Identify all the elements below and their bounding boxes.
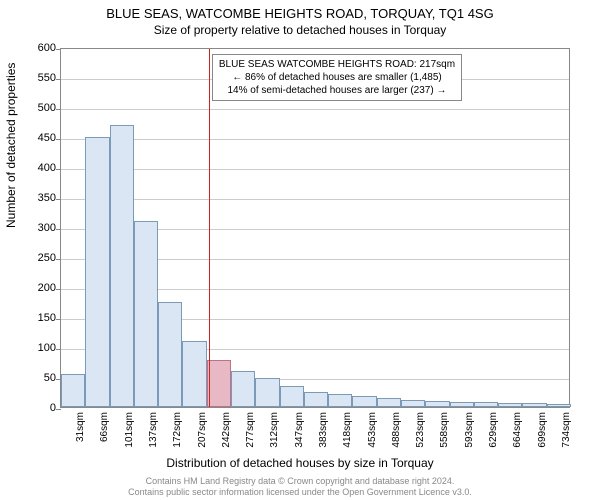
ytick-label: 0	[16, 402, 56, 414]
bar	[498, 403, 522, 407]
bar	[255, 378, 279, 407]
bar	[522, 403, 546, 407]
chart-title: BLUE SEAS, WATCOMBE HEIGHTS ROAD, TORQUA…	[0, 0, 600, 21]
ytick-label: 400	[16, 162, 56, 174]
ytick-mark	[56, 169, 61, 170]
bar	[401, 400, 425, 407]
ytick-mark	[56, 49, 61, 50]
ytick-label: 300	[16, 222, 56, 234]
ytick-label: 250	[16, 252, 56, 264]
xtick-label: 453sqm	[367, 412, 378, 462]
reference-line	[209, 49, 210, 407]
xtick-label: 242sqm	[221, 412, 232, 462]
gridline	[61, 109, 569, 110]
xtick-label: 172sqm	[172, 412, 183, 462]
annotation-line: 14% of semi-detached houses are larger (…	[219, 84, 455, 97]
plot-area	[60, 48, 570, 408]
xtick-label: 347sqm	[294, 412, 305, 462]
gridline	[61, 169, 569, 170]
bar	[352, 396, 376, 407]
ytick-mark	[56, 289, 61, 290]
bar	[110, 125, 134, 407]
xtick-label: 523sqm	[415, 412, 426, 462]
xtick-label: 699sqm	[537, 412, 548, 462]
ytick-label: 50	[16, 372, 56, 384]
xtick-label: 383sqm	[318, 412, 329, 462]
bar	[231, 371, 255, 407]
ytick-label: 550	[16, 72, 56, 84]
bar	[425, 401, 449, 407]
footer-line: Contains HM Land Registry data © Crown c…	[0, 476, 600, 487]
annotation-line: ← 86% of detached houses are smaller (1,…	[219, 71, 455, 84]
annotation-line: BLUE SEAS WATCOMBE HEIGHTS ROAD: 217sqm	[219, 58, 455, 71]
ytick-label: 450	[16, 132, 56, 144]
xtick-label: 488sqm	[391, 412, 402, 462]
xtick-label: 31sqm	[75, 412, 86, 462]
bar	[158, 302, 182, 407]
bar	[450, 402, 474, 407]
xtick-label: 664sqm	[512, 412, 523, 462]
xtick-label: 312sqm	[269, 412, 280, 462]
xtick-label: 593sqm	[464, 412, 475, 462]
xtick-label: 734sqm	[561, 412, 572, 462]
xtick-label: 418sqm	[342, 412, 353, 462]
bar	[85, 137, 109, 407]
bar	[547, 404, 571, 407]
ytick-label: 350	[16, 192, 56, 204]
ytick-mark	[56, 139, 61, 140]
gridline	[61, 199, 569, 200]
ytick-label: 200	[16, 282, 56, 294]
footer-line: Contains public sector information licen…	[0, 487, 600, 498]
footer-attribution: Contains HM Land Registry data © Crown c…	[0, 476, 600, 499]
bar	[182, 341, 206, 407]
bar	[304, 392, 328, 407]
x-axis-label: Distribution of detached houses by size …	[0, 456, 600, 470]
bar	[280, 386, 304, 407]
ytick-mark	[56, 259, 61, 260]
xtick-label: 101sqm	[124, 412, 135, 462]
ytick-mark	[56, 79, 61, 80]
ytick-mark	[56, 409, 61, 410]
ytick-mark	[56, 319, 61, 320]
ytick-label: 600	[16, 42, 56, 54]
chart-subtitle: Size of property relative to detached ho…	[0, 21, 600, 37]
bar	[61, 374, 85, 407]
gridline	[61, 139, 569, 140]
bar	[134, 221, 158, 407]
xtick-label: 207sqm	[197, 412, 208, 462]
xtick-label: 629sqm	[488, 412, 499, 462]
bar	[377, 398, 401, 407]
ytick-mark	[56, 229, 61, 230]
ytick-mark	[56, 109, 61, 110]
ytick-mark	[56, 349, 61, 350]
xtick-label: 66sqm	[99, 412, 110, 462]
xtick-label: 277sqm	[245, 412, 256, 462]
annotation-box: BLUE SEAS WATCOMBE HEIGHTS ROAD: 217sqm …	[212, 54, 462, 101]
ytick-label: 500	[16, 102, 56, 114]
ytick-label: 150	[16, 312, 56, 324]
ytick-label: 100	[16, 342, 56, 354]
xtick-label: 558sqm	[439, 412, 450, 462]
bar	[474, 402, 498, 407]
xtick-label: 137sqm	[148, 412, 159, 462]
ytick-mark	[56, 199, 61, 200]
bar-highlight	[207, 360, 231, 407]
bar	[328, 394, 352, 407]
